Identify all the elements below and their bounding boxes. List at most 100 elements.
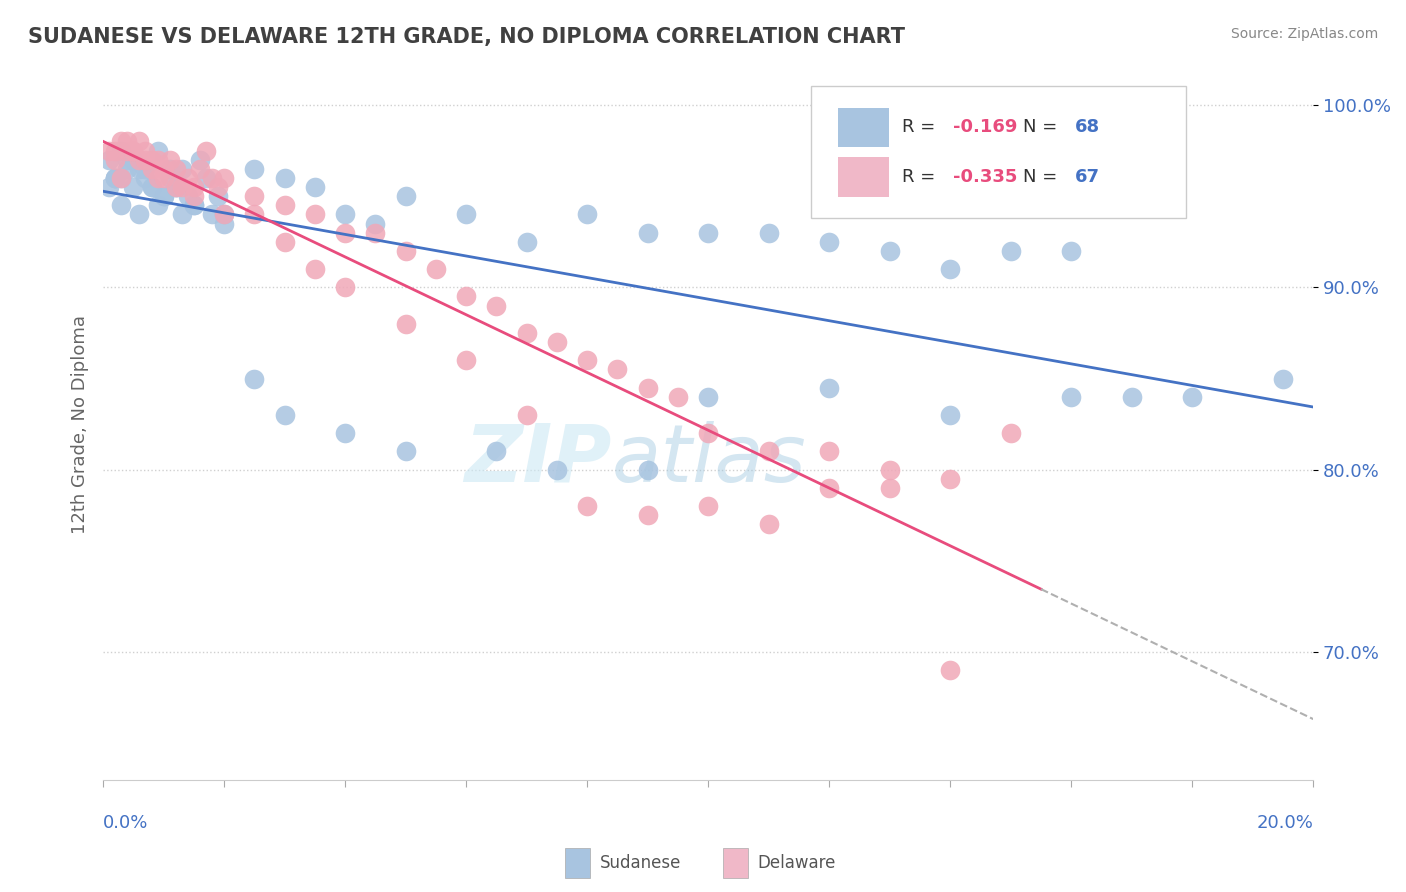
FancyBboxPatch shape — [811, 87, 1187, 218]
Text: -0.169: -0.169 — [953, 118, 1017, 136]
Point — [1272, 371, 1295, 385]
Point — [207, 180, 229, 194]
Point — [141, 161, 163, 176]
Point — [273, 408, 295, 422]
Point — [333, 207, 356, 221]
Point — [333, 426, 356, 441]
Point — [104, 153, 127, 167]
Point — [134, 144, 156, 158]
Point — [183, 198, 205, 212]
Point — [1060, 390, 1083, 404]
Point — [697, 499, 720, 513]
Point — [304, 262, 326, 277]
Point — [122, 153, 145, 167]
Text: 0.0%: 0.0% — [103, 814, 149, 832]
Point — [146, 198, 169, 212]
Point — [117, 153, 139, 167]
Point — [165, 180, 187, 194]
Text: N =: N = — [1022, 118, 1063, 136]
Point — [516, 408, 538, 422]
Point — [98, 144, 121, 158]
Point — [104, 170, 127, 185]
Point — [165, 180, 187, 194]
Point — [152, 189, 174, 203]
Point — [152, 170, 174, 185]
Point — [576, 207, 599, 221]
Point — [110, 198, 132, 212]
Point — [183, 180, 205, 194]
Text: R =: R = — [901, 118, 941, 136]
Point — [243, 189, 266, 203]
Bar — [723, 847, 748, 878]
Point — [879, 481, 901, 495]
Point — [1181, 390, 1204, 404]
Bar — [838, 108, 889, 147]
Point — [273, 235, 295, 249]
Point — [333, 280, 356, 294]
Point — [201, 170, 224, 185]
Point — [758, 444, 780, 458]
Point — [134, 153, 156, 167]
Point — [165, 161, 187, 176]
Point — [104, 170, 127, 185]
Point — [485, 444, 508, 458]
Point — [183, 198, 205, 212]
Point — [395, 444, 418, 458]
Point — [146, 144, 169, 158]
Text: Source: ZipAtlas.com: Source: ZipAtlas.com — [1230, 27, 1378, 41]
Point — [1000, 426, 1022, 441]
Point — [939, 408, 962, 422]
Point — [243, 207, 266, 221]
Text: Sudanese: Sudanese — [599, 854, 681, 871]
Point — [177, 189, 200, 203]
Point — [1121, 390, 1143, 404]
Point — [152, 189, 174, 203]
Point — [304, 207, 326, 221]
Point — [606, 362, 628, 376]
Text: Delaware: Delaware — [758, 854, 835, 871]
Point — [177, 170, 200, 185]
Point — [98, 180, 121, 194]
Point — [188, 161, 211, 176]
Text: 68: 68 — [1074, 118, 1099, 136]
Point — [546, 463, 568, 477]
Point — [818, 381, 841, 395]
Point — [201, 207, 224, 221]
Point — [273, 170, 295, 185]
Text: 67: 67 — [1074, 168, 1099, 186]
Point — [364, 226, 387, 240]
Point — [456, 289, 478, 303]
Point — [516, 326, 538, 340]
Point — [456, 353, 478, 368]
Text: N =: N = — [1022, 168, 1063, 186]
Text: SUDANESE VS DELAWARE 12TH GRADE, NO DIPLOMA CORRELATION CHART: SUDANESE VS DELAWARE 12TH GRADE, NO DIPL… — [28, 27, 905, 46]
Point — [697, 226, 720, 240]
Point — [697, 390, 720, 404]
Point — [152, 161, 174, 176]
Point — [939, 262, 962, 277]
Text: ZIP: ZIP — [464, 421, 612, 499]
Point — [141, 180, 163, 194]
Point — [818, 444, 841, 458]
Point — [212, 207, 235, 221]
Point — [183, 189, 205, 203]
Point — [195, 170, 218, 185]
Point — [395, 189, 418, 203]
Point — [546, 334, 568, 349]
Point — [159, 170, 181, 185]
Point — [485, 299, 508, 313]
Point — [128, 135, 150, 149]
Point — [122, 144, 145, 158]
Text: atlas: atlas — [612, 421, 806, 499]
Point — [637, 381, 659, 395]
Point — [207, 189, 229, 203]
Point — [273, 198, 295, 212]
Point — [576, 499, 599, 513]
Point — [212, 217, 235, 231]
Point — [333, 226, 356, 240]
Point — [1000, 244, 1022, 258]
Point — [104, 144, 127, 158]
Point — [117, 135, 139, 149]
Point — [146, 153, 169, 167]
Point — [128, 161, 150, 176]
